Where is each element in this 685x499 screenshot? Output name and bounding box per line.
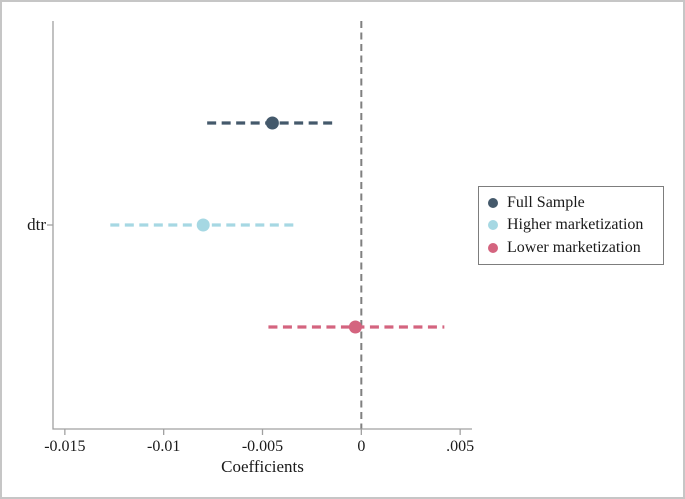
- legend-swatch-icon: [488, 198, 498, 209]
- x-axis-label: Coefficients: [221, 457, 304, 476]
- y-axis-label: dtr: [27, 215, 46, 234]
- estimate-dot: [265, 116, 279, 130]
- x-tick-label: 0: [357, 438, 365, 455]
- estimate-dot: [196, 218, 210, 232]
- legend-item-label: Lower marketization: [507, 238, 641, 256]
- legend-item: Lower marketization: [488, 237, 657, 259]
- x-tick-label: -0.01: [147, 438, 180, 455]
- axis-frame: [52, 21, 472, 430]
- legend-swatch-icon: [488, 242, 498, 253]
- legend-item-label: Higher marketization: [507, 216, 644, 234]
- legend-item-label: Full Sample: [507, 194, 585, 212]
- legend-item: Higher marketization: [488, 214, 657, 236]
- legend: Full Sample Higher marketization Lower m…: [478, 186, 664, 265]
- x-tick-label: .005: [446, 438, 474, 455]
- legend-swatch-icon: [488, 220, 498, 231]
- x-tick-label: -0.015: [44, 438, 85, 455]
- x-tick-label: -0.005: [242, 438, 283, 455]
- legend-item: Full Sample: [488, 192, 657, 214]
- estimate-dot: [348, 320, 362, 334]
